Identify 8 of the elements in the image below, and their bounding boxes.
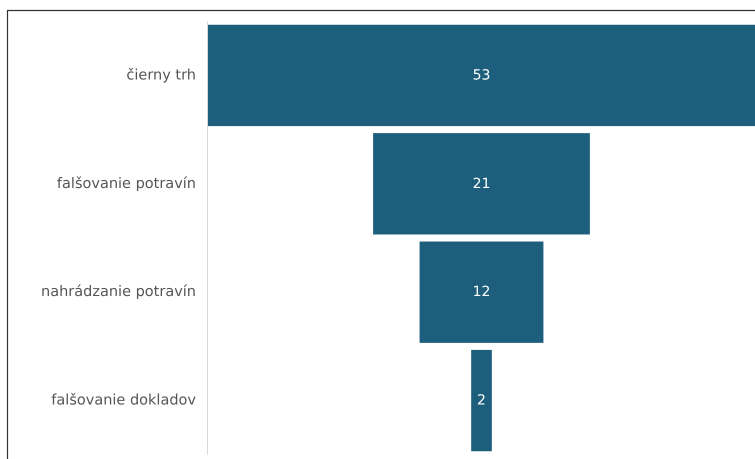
data-label: 53	[472, 67, 490, 84]
data-label: 12	[472, 284, 490, 300]
category-label: čierny trh	[126, 67, 196, 84]
category-label: falšovanie dokladov	[51, 392, 196, 409]
data-label: 2	[477, 392, 486, 409]
data-label: 21	[472, 176, 490, 192]
category-label: falšovanie potravín	[56, 176, 196, 192]
category-label: nahrádzanie potravín	[41, 284, 196, 300]
